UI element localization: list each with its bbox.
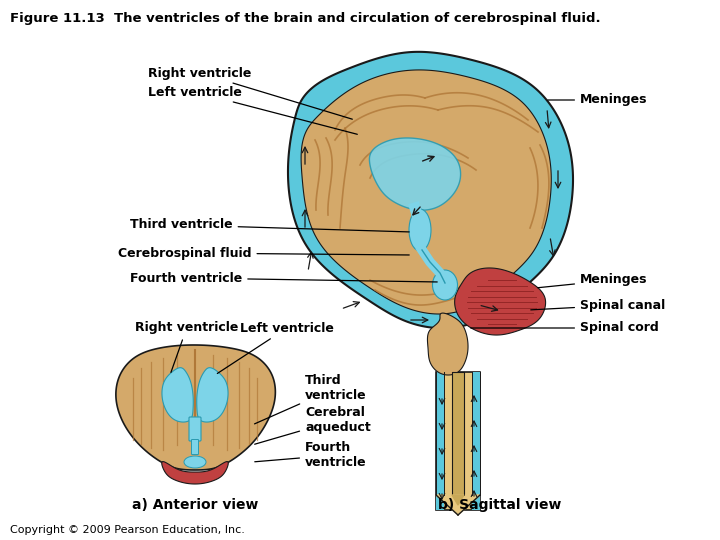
- FancyBboxPatch shape: [436, 372, 480, 510]
- PathPatch shape: [162, 368, 193, 422]
- Text: Fourth ventricle: Fourth ventricle: [130, 272, 437, 285]
- PathPatch shape: [428, 313, 468, 375]
- Ellipse shape: [184, 456, 206, 468]
- Text: a) Anterior view: a) Anterior view: [132, 498, 258, 512]
- Polygon shape: [436, 495, 480, 515]
- Text: Meninges: Meninges: [548, 93, 647, 106]
- Text: Cerebral
aqueduct: Cerebral aqueduct: [255, 406, 371, 444]
- Polygon shape: [452, 495, 464, 505]
- Text: Left ventricle: Left ventricle: [217, 321, 334, 374]
- FancyBboxPatch shape: [436, 372, 444, 510]
- Text: Meninges: Meninges: [538, 273, 647, 288]
- Ellipse shape: [433, 270, 457, 300]
- PathPatch shape: [197, 368, 228, 422]
- Ellipse shape: [409, 209, 431, 251]
- Text: Spinal cord: Spinal cord: [471, 321, 659, 334]
- Text: b) Sagittal view: b) Sagittal view: [438, 498, 562, 512]
- Text: Right ventricle: Right ventricle: [148, 66, 352, 119]
- PathPatch shape: [369, 138, 461, 210]
- Text: Third ventricle: Third ventricle: [130, 219, 409, 232]
- Text: Left ventricle: Left ventricle: [148, 85, 357, 134]
- Text: Fourth
ventricle: Fourth ventricle: [255, 441, 366, 469]
- PathPatch shape: [454, 268, 546, 335]
- PathPatch shape: [288, 52, 573, 328]
- Text: Third
ventricle: Third ventricle: [255, 374, 366, 424]
- Text: Figure 11.13  The ventricles of the brain and circulation of cerebrospinal fluid: Figure 11.13 The ventricles of the brain…: [10, 12, 600, 25]
- Text: Cerebrospinal fluid: Cerebrospinal fluid: [118, 246, 409, 260]
- Text: Spinal canal: Spinal canal: [531, 299, 665, 312]
- PathPatch shape: [162, 462, 228, 484]
- PathPatch shape: [116, 345, 275, 470]
- FancyBboxPatch shape: [189, 417, 201, 441]
- FancyBboxPatch shape: [472, 372, 480, 510]
- PathPatch shape: [301, 70, 552, 314]
- Text: Copyright © 2009 Pearson Education, Inc.: Copyright © 2009 Pearson Education, Inc.: [10, 525, 245, 535]
- FancyBboxPatch shape: [192, 440, 199, 455]
- FancyBboxPatch shape: [452, 372, 464, 495]
- Text: Right ventricle: Right ventricle: [135, 321, 238, 373]
